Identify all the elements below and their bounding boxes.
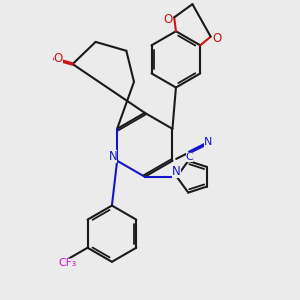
Text: O: O xyxy=(163,13,172,26)
Text: N: N xyxy=(109,150,117,163)
Text: CF₃: CF₃ xyxy=(58,258,76,268)
Text: N: N xyxy=(204,137,213,147)
Text: O: O xyxy=(212,32,222,45)
Text: N: N xyxy=(172,165,181,178)
Text: O: O xyxy=(54,52,63,65)
Text: C: C xyxy=(186,152,194,162)
